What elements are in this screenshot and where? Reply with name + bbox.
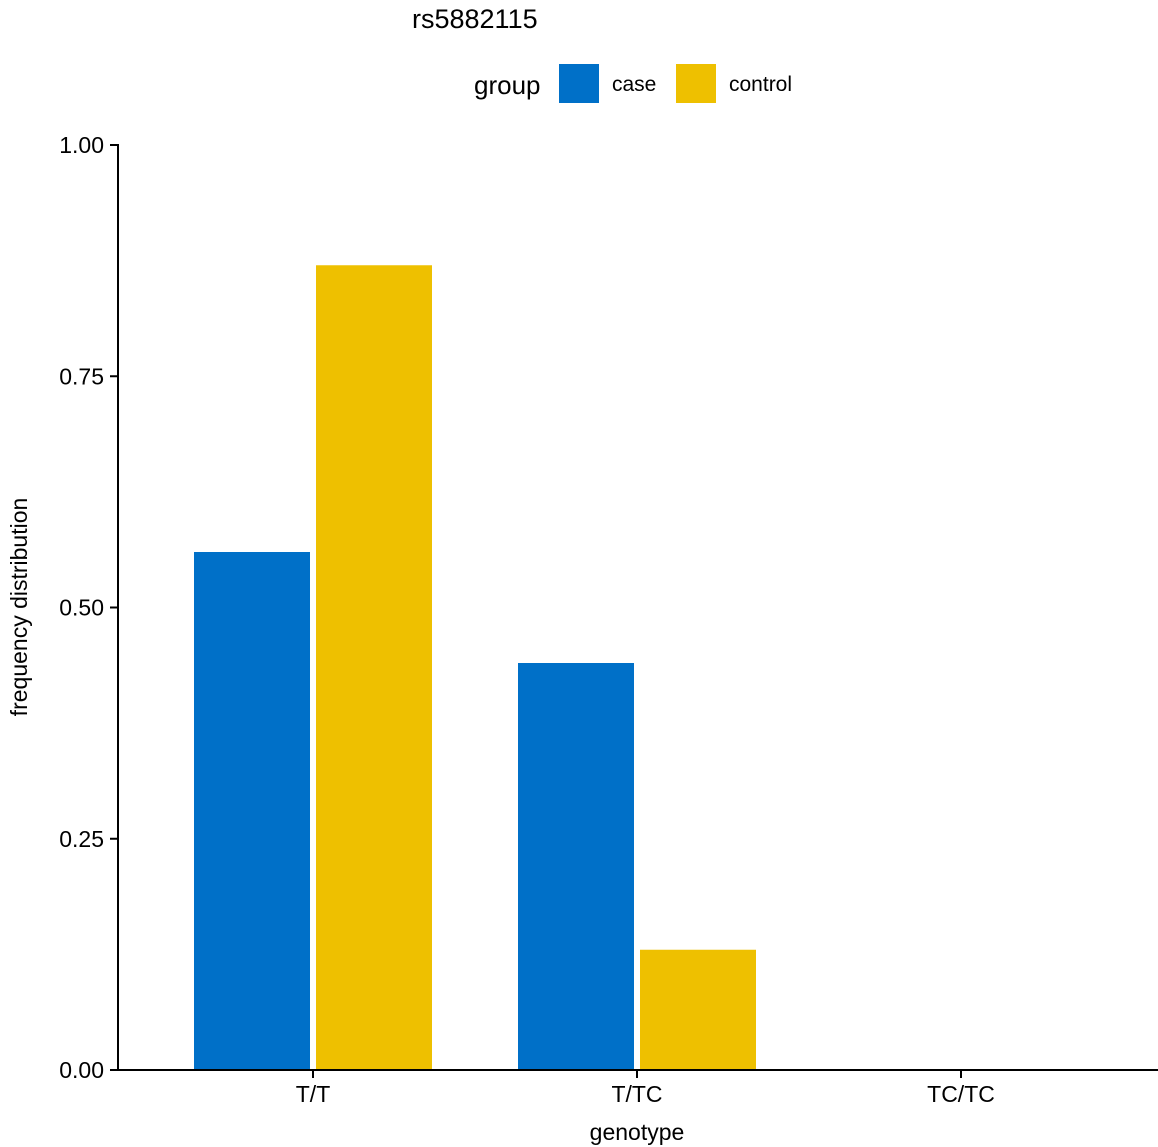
legend-swatch-control <box>676 64 716 103</box>
legend-label-case: case <box>612 73 656 96</box>
x-tick-label: TC/TC <box>927 1081 995 1107</box>
legend-title: group <box>474 70 541 100</box>
x-tick-label: T/T <box>296 1081 331 1107</box>
y-tick-label: 0.00 <box>59 1057 104 1083</box>
x-tick-label: T/TC <box>611 1081 662 1107</box>
bar-case-t-t <box>194 552 310 1070</box>
y-axis: 0.00 0.25 0.50 0.75 1.00 <box>59 132 119 1083</box>
y-ticks: 0.00 0.25 0.50 0.75 1.00 <box>59 132 118 1083</box>
bars-group <box>194 265 756 1070</box>
legend: group case control <box>474 64 792 103</box>
y-tick-label: 0.25 <box>59 826 104 852</box>
y-tick-label: 1.00 <box>59 132 104 158</box>
x-axis: T/T T/TC TC/TC <box>117 1069 1158 1107</box>
y-tick-label: 0.75 <box>59 363 104 389</box>
legend-swatch-case <box>559 64 599 103</box>
chart-title: rs5882115 <box>412 4 538 34</box>
bar-control-t-tc <box>640 949 756 1070</box>
y-axis-title: frequency distribution <box>6 498 32 717</box>
legend-label-control: control <box>729 73 792 96</box>
bar-control-t-t <box>316 265 432 1070</box>
y-tick-label: 0.50 <box>59 595 104 621</box>
x-axis-title: genotype <box>590 1119 685 1145</box>
x-ticks: T/T T/TC TC/TC <box>296 1070 995 1107</box>
bar-case-t-tc <box>518 663 634 1070</box>
